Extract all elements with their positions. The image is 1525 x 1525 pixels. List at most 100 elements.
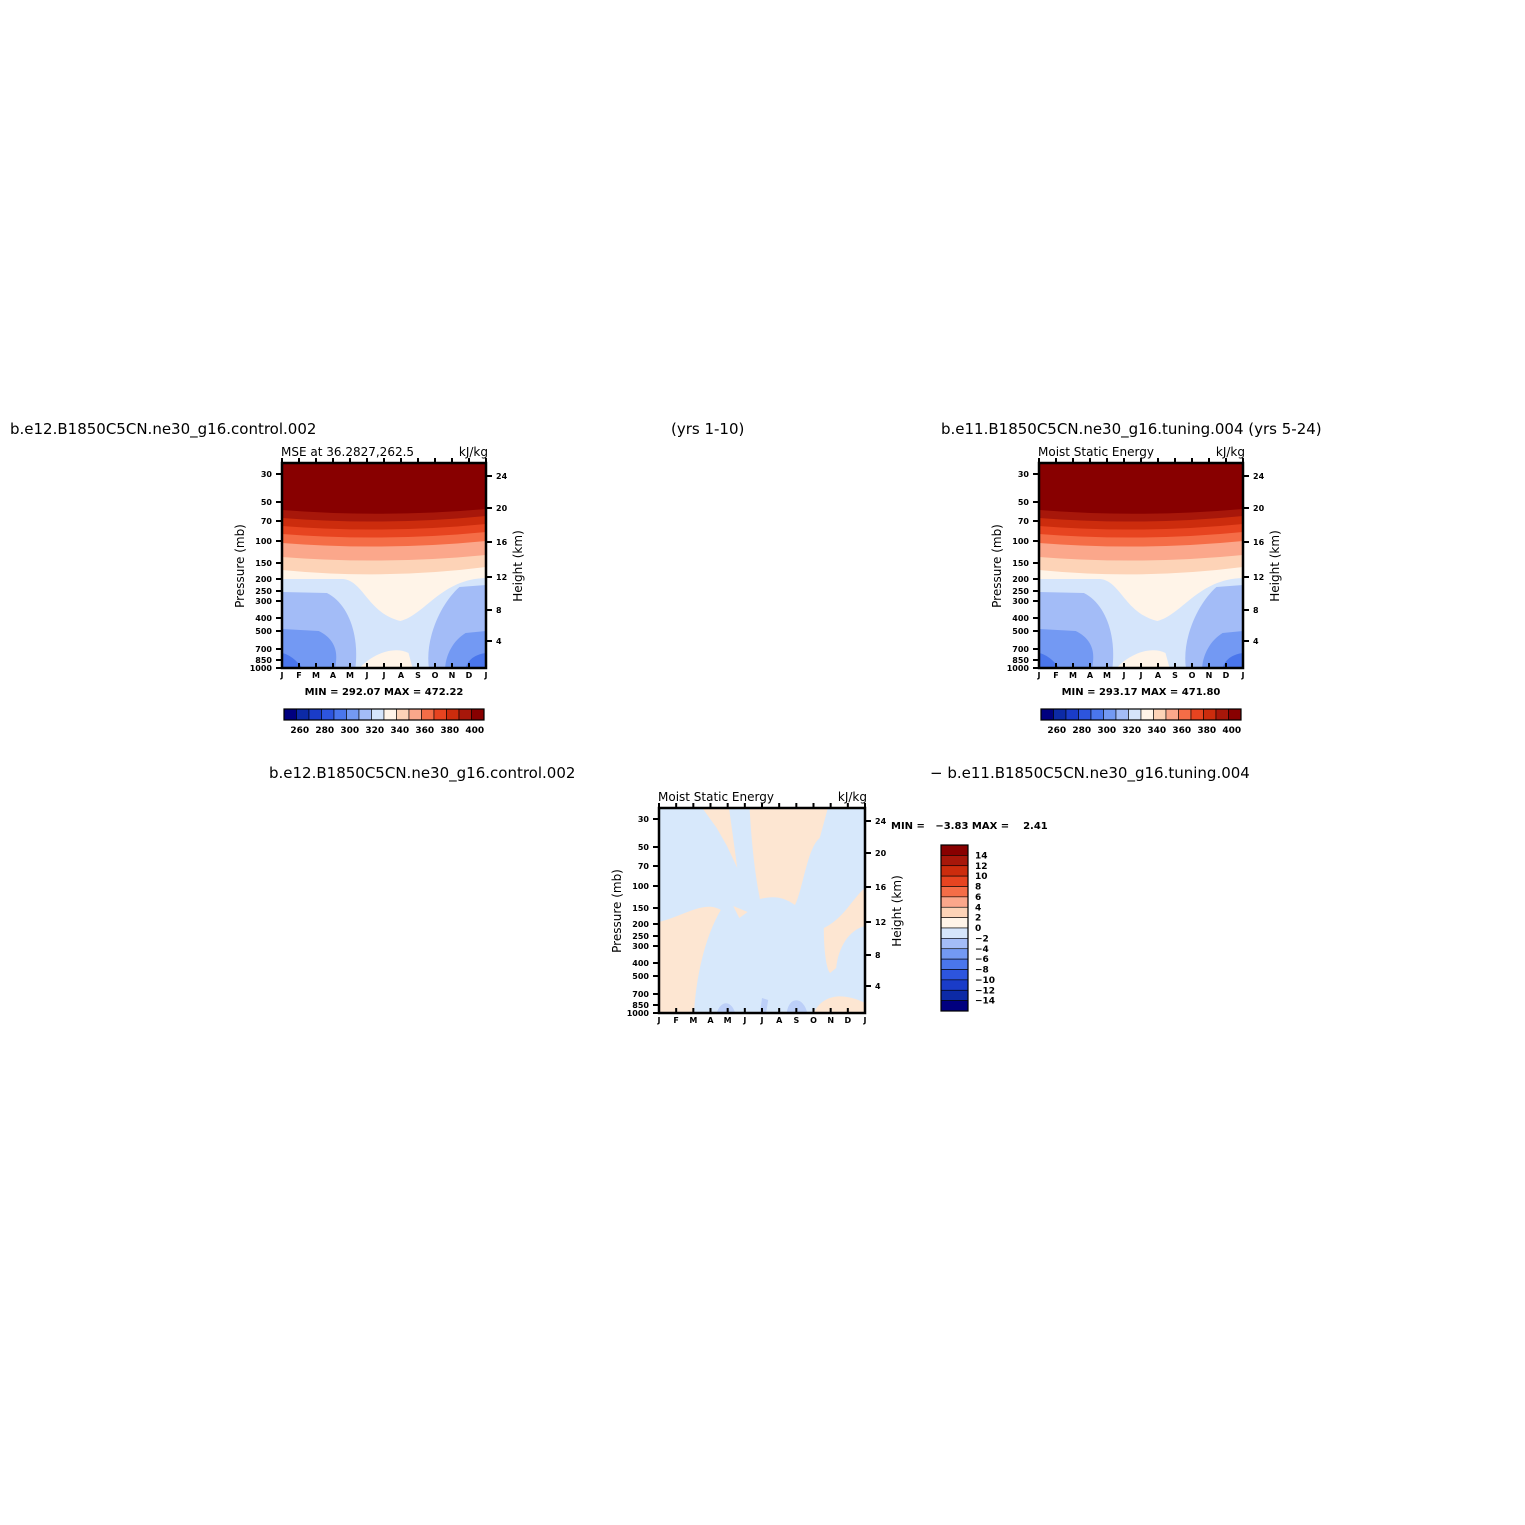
colorbar-label: 260	[290, 726, 309, 736]
x-tick-label: J	[657, 1016, 661, 1025]
x-tick-label: J	[365, 671, 369, 680]
x-tick-label: J	[382, 671, 386, 680]
colorbar-swatch	[940, 958, 969, 970]
x-tick-label: S	[793, 1016, 799, 1025]
field-band	[1222, 653, 1243, 668]
y2-axis-title: Height (km)	[1268, 530, 1282, 601]
y-tick-label: 300	[632, 942, 649, 951]
colorbar-swatch	[940, 1000, 969, 1012]
y-tick-label: 100	[255, 537, 272, 546]
colorbar-swatch	[458, 708, 472, 721]
case1-title: b.e12.B1850C5CN.ne30_g16.control.002	[10, 420, 317, 438]
y-tick-label: 400	[255, 614, 272, 623]
field-band	[749, 808, 828, 905]
stats-label: MIN = −3.83 MAX = 2.41	[891, 821, 1048, 832]
y2-tick-label: 12	[1253, 573, 1264, 582]
colorbar-swatch	[940, 979, 969, 991]
colorbar-label: 360	[1172, 726, 1191, 736]
colorbar-label: −10	[975, 976, 995, 986]
y-tick-label: 1000	[627, 1009, 650, 1018]
y2-axis-title: Height (km)	[511, 530, 525, 601]
x-tick-label: A	[330, 671, 337, 680]
colorbar-swatch	[383, 708, 397, 721]
y-tick-label: 150	[255, 559, 272, 568]
x-tick-label: J	[863, 1016, 867, 1025]
years1-label: (yrs 1-10)	[671, 420, 745, 438]
colorbar-swatch	[940, 896, 969, 908]
y2-tick-label: 16	[496, 538, 508, 547]
x-tick-label: M	[312, 671, 320, 680]
x-tick-label: J	[742, 1016, 746, 1025]
colorbar-swatch	[1065, 708, 1079, 721]
field-band	[659, 906, 721, 1013]
y2-tick-label: 12	[875, 918, 886, 927]
colorbar-swatch	[283, 708, 297, 721]
colorbar-swatch	[940, 886, 969, 898]
field-band	[1039, 629, 1094, 668]
x-tick-label: A	[398, 671, 405, 680]
stats-label: MIN = 293.17 MAX = 471.80	[1062, 687, 1221, 698]
x-tick-label: S	[1172, 671, 1178, 680]
field-band	[813, 996, 865, 1013]
panel-units: kJ/kg	[459, 445, 488, 459]
colorbar-label: 280	[1072, 726, 1091, 736]
y-tick-label: 200	[632, 920, 649, 929]
y-tick-label: 30	[638, 815, 650, 824]
colorbar-swatch	[940, 948, 969, 960]
colorbar-swatch	[333, 708, 347, 721]
field-band	[282, 629, 337, 668]
colorbar-label: 380	[1197, 726, 1216, 736]
colorbar-swatch	[1040, 708, 1054, 721]
field-band	[733, 906, 748, 918]
y2-tick-label: 4	[496, 637, 502, 646]
colorbar-label: 400	[1222, 726, 1241, 736]
y-tick-label: 500	[1012, 627, 1029, 636]
y-tick-label: 300	[1012, 597, 1029, 606]
y2-tick-label: 20	[1253, 504, 1265, 513]
colorbar-label: 360	[415, 726, 434, 736]
colorbar-swatch	[296, 708, 310, 721]
y-tick-label: 850	[255, 656, 272, 665]
y2-tick-label: 8	[875, 951, 881, 960]
x-tick-label: F	[296, 671, 301, 680]
y-tick-label: 70	[1018, 517, 1030, 526]
colorbar-swatch	[1215, 708, 1229, 721]
colorbar-swatch	[1090, 708, 1104, 721]
y2-axis-title: Height (km)	[890, 875, 904, 946]
colorbar-label: 320	[365, 726, 384, 736]
y2-tick-label: 4	[1253, 637, 1259, 646]
x-tick-label: O	[810, 1016, 817, 1025]
y-tick-label: 30	[1018, 470, 1030, 479]
colorbar-label: 340	[1147, 726, 1166, 736]
y-tick-label: 850	[632, 1001, 649, 1010]
x-tick-label: N	[1206, 671, 1213, 680]
colorbar-label: 320	[1122, 726, 1141, 736]
field-band	[786, 1000, 808, 1013]
field-band	[1039, 653, 1060, 668]
colorbar-swatch	[446, 708, 460, 721]
colorbar-label: −8	[975, 966, 989, 976]
field-band	[716, 1003, 736, 1013]
y2-tick-label: 12	[496, 573, 507, 582]
y2-tick-label: 24	[1253, 472, 1265, 481]
y2-tick-label: 16	[1253, 538, 1265, 547]
y-axis-title: Pressure (mb)	[610, 869, 624, 953]
colorbar-swatch	[1228, 708, 1242, 721]
x-tick-label: N	[449, 671, 456, 680]
x-tick-label: D	[466, 671, 473, 680]
y-tick-label: 1000	[250, 664, 273, 673]
colorbar-swatch	[1128, 708, 1142, 721]
panel-title: Moist Static Energy	[1038, 445, 1154, 459]
y-tick-label: 500	[632, 972, 649, 981]
field-band	[465, 653, 486, 668]
colorbar-swatch	[358, 708, 372, 721]
field-band	[359, 650, 413, 668]
colorbar-swatch	[940, 989, 969, 1001]
colorbar-label: 340	[390, 726, 409, 736]
colorbar-swatch	[1178, 708, 1192, 721]
y-tick-label: 400	[632, 959, 649, 968]
colorbar-swatch	[940, 844, 969, 856]
colorbar-swatch	[1203, 708, 1217, 721]
y2-tick-label: 16	[875, 883, 887, 892]
colorbar-label: 400	[465, 726, 484, 736]
